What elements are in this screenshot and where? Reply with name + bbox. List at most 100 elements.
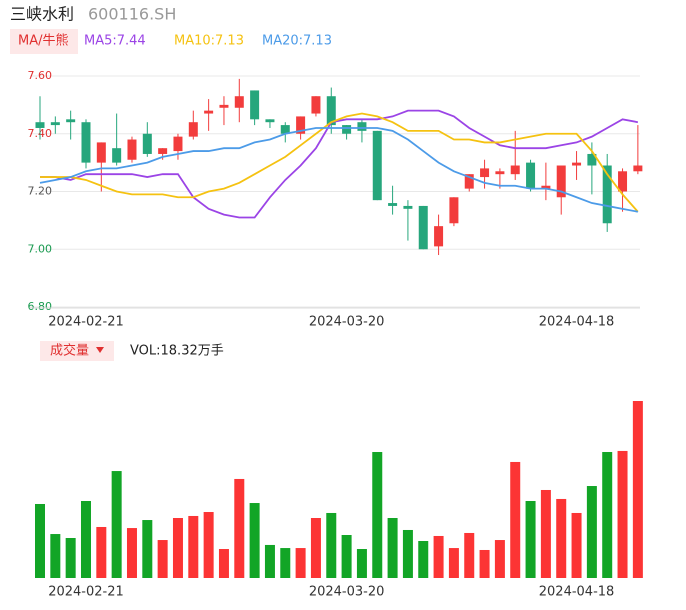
volume-bar xyxy=(280,548,291,578)
y-tick-label: 7.60 xyxy=(28,69,53,82)
x-tick-label: 2024-03-20 xyxy=(309,585,385,600)
volume-bar xyxy=(218,549,229,578)
legend-label: MA10:7.13 xyxy=(174,34,244,49)
legend-label: MA5:7.44 xyxy=(84,34,146,49)
volume-bar xyxy=(310,518,321,578)
x-tick-label: 2024-04-18 xyxy=(539,585,615,600)
candle-body xyxy=(602,165,612,224)
candle-body xyxy=(464,174,474,189)
candle-body xyxy=(66,119,76,123)
candle-body xyxy=(142,133,152,154)
candle-body xyxy=(495,171,505,175)
candle-body xyxy=(434,226,444,247)
volume-bar xyxy=(172,518,183,578)
volume-button-bg[interactable] xyxy=(40,341,114,361)
volume-bar xyxy=(126,528,137,578)
candle-body xyxy=(449,197,459,224)
volume-bar xyxy=(356,549,367,578)
volume-bar xyxy=(602,452,613,578)
candle-body xyxy=(127,139,137,160)
volume-bar xyxy=(586,486,597,578)
x-tick-label: 2024-04-18 xyxy=(539,315,615,330)
y-tick-label: 7.00 xyxy=(28,242,53,255)
candle-body xyxy=(618,171,628,192)
candle-body xyxy=(342,125,352,134)
candle-body xyxy=(96,142,106,163)
candle-body xyxy=(112,148,122,163)
volume-bar xyxy=(540,489,551,578)
candle-body xyxy=(219,104,229,108)
candle-body xyxy=(556,165,566,198)
x-tick-label: 2024-02-21 xyxy=(48,315,124,330)
volume-bar xyxy=(464,532,475,578)
candle-body xyxy=(265,119,275,123)
indicator-button-bg[interactable] xyxy=(10,29,78,54)
indicator-button[interactable]: MA/牛熊 xyxy=(18,33,69,49)
volume-bar xyxy=(510,461,521,578)
volume-bar xyxy=(264,544,275,578)
candle-body xyxy=(311,96,321,114)
volume-bar xyxy=(418,540,429,578)
volume-bar xyxy=(571,512,582,578)
volume-bar xyxy=(157,540,168,578)
candle-body xyxy=(173,136,183,152)
volume-bar xyxy=(188,515,199,578)
candle-body xyxy=(250,90,260,120)
volume-bar xyxy=(617,450,628,578)
volume-bar xyxy=(402,529,413,578)
ma-line xyxy=(40,109,639,219)
candle-body xyxy=(541,185,551,189)
candle-body xyxy=(572,162,582,166)
stock-name: 三峡水利 xyxy=(10,5,74,24)
volume-bar xyxy=(448,548,459,578)
candle-body xyxy=(403,205,413,209)
volume-bar xyxy=(249,503,260,578)
volume-bar xyxy=(111,471,122,578)
volume-bar xyxy=(65,538,76,578)
volume-bar xyxy=(341,535,352,578)
candle-body xyxy=(50,122,60,126)
volume-bar xyxy=(35,503,45,578)
volume-bar xyxy=(556,498,567,578)
volume-label: VOL:18.32万手 xyxy=(130,344,224,359)
candle-body xyxy=(326,96,336,126)
volume-bar xyxy=(96,526,107,578)
candle-body xyxy=(158,148,168,154)
candle-body xyxy=(510,165,520,175)
candle-body xyxy=(188,122,198,137)
volume-bar xyxy=(80,500,91,578)
stock-code: 600116.SH xyxy=(88,5,176,24)
x-tick-label: 2024-03-20 xyxy=(309,315,385,330)
candle-body xyxy=(234,96,244,108)
volume-bar xyxy=(494,540,505,578)
volume-bar xyxy=(632,401,643,578)
volume-bar xyxy=(326,512,337,578)
volume-bar xyxy=(142,520,153,578)
volume-bar xyxy=(234,478,245,578)
volume-bar xyxy=(50,534,61,578)
candle-body xyxy=(633,165,643,172)
candle-body xyxy=(372,130,382,201)
dropdown-icon[interactable] xyxy=(96,347,104,353)
volume-button[interactable]: 成交量 xyxy=(50,343,89,359)
candle-body xyxy=(280,125,290,134)
y-tick-label: 6.80 xyxy=(28,300,53,313)
candle-body xyxy=(296,116,306,134)
candle-body xyxy=(357,122,367,131)
candle-body xyxy=(81,122,91,163)
legend-label: MA20:7.13 xyxy=(262,34,332,49)
candle-body xyxy=(526,162,536,189)
candle-body xyxy=(35,122,45,128)
y-tick-label: 7.20 xyxy=(28,185,53,198)
x-tick-label: 2024-02-21 xyxy=(48,585,124,600)
volume-bar xyxy=(295,548,306,578)
volume-bar xyxy=(203,512,214,578)
candle-body xyxy=(587,153,597,166)
volume-bar xyxy=(433,535,444,578)
candle-body xyxy=(388,203,398,206)
ma-line xyxy=(40,112,639,213)
volume-bar xyxy=(525,500,536,578)
candle-body xyxy=(480,168,490,178)
volume-bar xyxy=(387,518,398,578)
